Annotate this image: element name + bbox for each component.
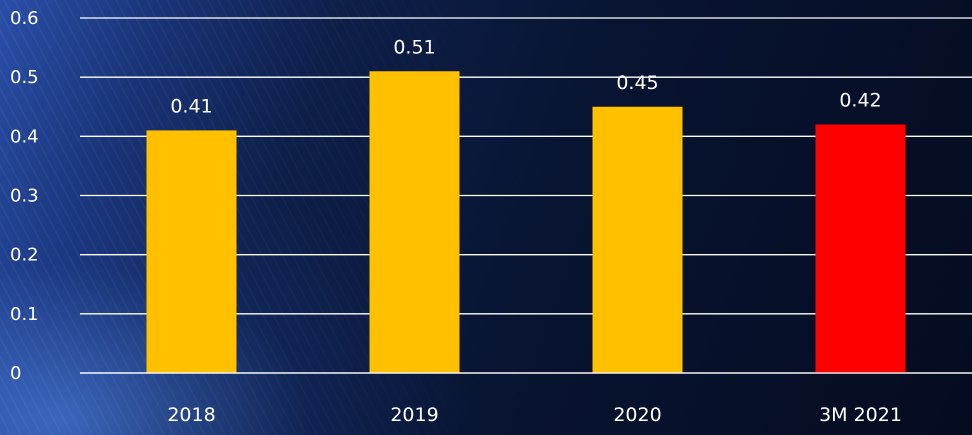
data-label: 0.45 (616, 72, 658, 94)
y-tick-label: 0.3 (10, 186, 39, 207)
x-category-label: 2020 (613, 404, 661, 426)
bar-3m-2021 (815, 124, 906, 373)
bar-2020 (592, 106, 683, 373)
data-labels: 0.41 0.51 0.45 0.42 (170, 36, 881, 117)
data-label: 0.41 (170, 95, 212, 117)
y-tick-label: 0 (10, 363, 21, 384)
bars (146, 71, 906, 373)
x-axis-category-labels: 2018 2019 2020 3M 2021 (167, 404, 902, 426)
y-tick-label: 0.2 (10, 245, 39, 266)
y-tick-label: 0.4 (10, 126, 39, 147)
data-label: 0.42 (839, 90, 881, 112)
y-axis-tick-labels: 0 0.1 0.2 0.3 0.4 0.5 0.6 (10, 8, 39, 384)
data-label: 0.51 (393, 36, 435, 58)
y-tick-label: 0.5 (10, 67, 39, 88)
x-category-label: 2019 (390, 404, 438, 426)
x-category-label: 2018 (167, 404, 215, 426)
bar-2019 (369, 71, 460, 373)
y-tick-label: 0.6 (10, 8, 39, 29)
x-category-label: 3M 2021 (819, 404, 902, 426)
bar-2018 (146, 130, 237, 373)
y-tick-label: 0.1 (10, 304, 39, 325)
